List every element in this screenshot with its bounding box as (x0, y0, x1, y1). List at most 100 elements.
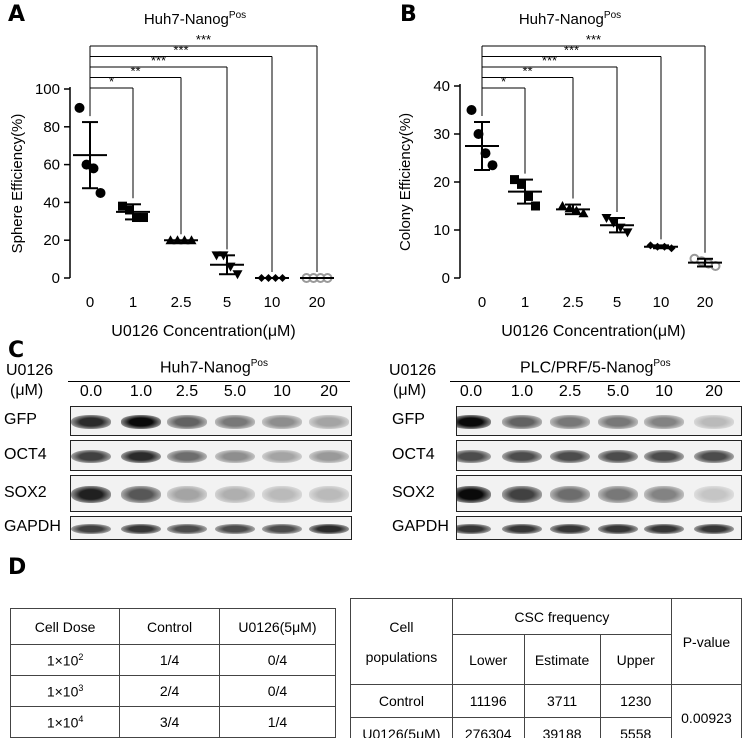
wb-right-cell-line: PLC/PRF/5-NanogPos (520, 358, 671, 377)
lane-label: 10 (273, 383, 291, 400)
blot-strip (70, 516, 352, 540)
t1-header-u0126: U0126(5μM) (218, 608, 337, 645)
protein-label: OCT4 (4, 445, 47, 463)
lane-label: 1.0 (510, 383, 534, 400)
data-point (531, 201, 540, 211)
blot-band (644, 449, 684, 464)
t2-sub-lower: Lower (451, 634, 525, 685)
sig-label: * (109, 74, 114, 89)
wb-left-divider (68, 381, 350, 382)
t1-dose: 1×103 (9, 675, 121, 707)
x-tick-label: 20 (697, 294, 714, 311)
data-point (524, 191, 533, 201)
data-point (132, 213, 141, 223)
table-csc-frequency: Cell populations CSC frequency P-value Lo… (350, 598, 743, 738)
blot-band (598, 415, 638, 429)
blot-band (502, 523, 542, 535)
blot-strip (456, 516, 742, 540)
t1-control: 1/4 (119, 644, 220, 676)
t2-sub-upper: Upper (599, 634, 672, 685)
chart-title: Huh7-NanogPos (144, 10, 246, 28)
blot-band (167, 486, 207, 503)
lane-label: 20 (320, 383, 338, 400)
y-tick-label: 100 (35, 81, 60, 98)
x-tick-label: 1 (129, 294, 137, 311)
blot-band (262, 523, 302, 535)
blot-band (215, 523, 255, 535)
data-point (125, 205, 134, 215)
blot-band (644, 415, 684, 429)
blot-band (309, 486, 349, 503)
y-tick-label: 40 (43, 194, 60, 211)
y-tick-label: 80 (43, 119, 60, 136)
blot-band (550, 415, 590, 429)
panel-label-c: C (8, 338, 25, 363)
x-axis-label: U0126 Concentration(μM) (501, 323, 685, 340)
t1-dose: 1×104 (9, 706, 121, 738)
blot-strip (456, 440, 742, 471)
blot-strip (70, 475, 352, 512)
blot-band (121, 415, 161, 429)
y-tick-label: 0 (442, 270, 450, 287)
blot-band (167, 415, 207, 429)
blot-band (694, 523, 734, 535)
blot-band (309, 523, 349, 535)
t1-u0126: 1/4 (218, 706, 337, 738)
data-point (118, 201, 127, 211)
blot-strip (456, 406, 742, 436)
table-row: 1×103 2/4 0/4 (9, 675, 337, 707)
lane-label: 0.0 (79, 383, 103, 400)
lane-label: 10 (655, 383, 673, 400)
data-point (95, 187, 106, 198)
y-tick-label: 30 (433, 126, 450, 143)
blot-band (215, 486, 255, 503)
blot-band (502, 449, 542, 464)
blot-band (71, 415, 111, 429)
x-tick-label: 0 (478, 294, 486, 311)
x-tick-label: 2.5 (171, 294, 192, 311)
sig-label: *** (151, 53, 166, 68)
blot-strip (70, 406, 352, 436)
lane-label: 20 (705, 383, 723, 400)
blot-band (694, 415, 734, 429)
blot-band (71, 523, 111, 535)
data-point (466, 105, 477, 115)
blot-band (262, 486, 302, 503)
blot-band (694, 486, 734, 503)
panel-label-a: A (8, 2, 26, 27)
x-tick-label: 2.5 (563, 294, 584, 311)
blot-band (71, 486, 111, 503)
blot-strip (70, 440, 352, 471)
chart-title: Huh7-NanogPos (519, 10, 621, 28)
t2-population: Control (350, 684, 453, 718)
blot-band (550, 523, 590, 535)
blot-band (502, 486, 542, 503)
t1-header-dose: Cell Dose (9, 608, 121, 645)
blot-band (457, 486, 491, 503)
blot-band (309, 449, 349, 464)
data-point (487, 160, 498, 171)
blot-band (121, 486, 161, 503)
lane-label: 5.0 (606, 383, 630, 400)
blot-band (71, 449, 111, 464)
y-tick-label: 0 (52, 270, 60, 287)
blot-strip (456, 475, 742, 512)
t2-header-cell: Cell populations (350, 598, 453, 685)
table-row: Control 11196 3711 1230 0.00923 (350, 684, 743, 738)
blot-band (502, 415, 542, 429)
wb-right-unit-label: (μM) (393, 382, 427, 399)
t1-dose: 1×102 (9, 644, 121, 676)
blot-band (262, 449, 302, 464)
t1-u0126: 0/4 (218, 644, 337, 676)
blot-band (121, 449, 161, 464)
protein-label: OCT4 (392, 445, 435, 463)
blot-band (121, 523, 161, 535)
sig-label: ** (130, 64, 140, 79)
blot-band (550, 449, 590, 464)
t1-control: 2/4 (119, 675, 220, 707)
y-axis-label: Colony Efficiency(%) (397, 113, 414, 251)
blot-band (457, 523, 491, 535)
table-row: 1×102 1/4 0/4 (9, 644, 337, 676)
